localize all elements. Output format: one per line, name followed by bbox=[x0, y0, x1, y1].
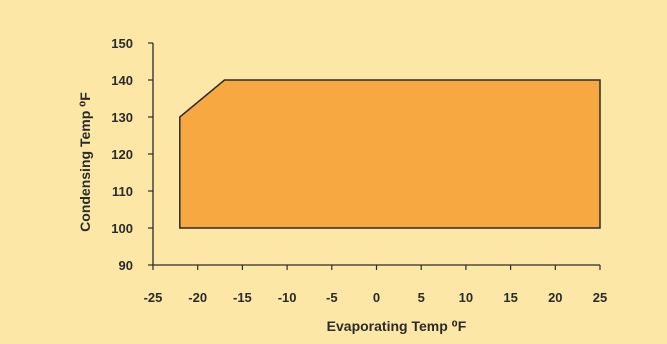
envelope-layer bbox=[179, 79, 601, 229]
y-tick-label: 150 bbox=[111, 36, 133, 51]
envelope-area-0 bbox=[179, 79, 601, 229]
x-tick-label: 10 bbox=[459, 290, 473, 305]
x-tick-label: -20 bbox=[188, 290, 207, 305]
y-tick-label: 90 bbox=[119, 258, 133, 273]
x-tick-label: 20 bbox=[548, 290, 562, 305]
x-tick-label: -15 bbox=[233, 290, 252, 305]
ticks-layer: -25 -20 -15 -10 -5 0 5 10 15 20 25 90 100 110 120 130 14… bbox=[111, 36, 607, 305]
x-tick-label: 15 bbox=[503, 290, 517, 305]
x-tick-label: -10 bbox=[278, 290, 297, 305]
x-tick-label: 25 bbox=[593, 290, 607, 305]
x-tick-label: 5 bbox=[418, 290, 425, 305]
y-tick-label: 100 bbox=[111, 221, 133, 236]
y-axis-title: Condensing Temp ⁰F bbox=[77, 92, 93, 232]
x-tick-label: 0 bbox=[373, 290, 380, 305]
y-tick-label: 140 bbox=[111, 73, 133, 88]
x-tick-label: -5 bbox=[326, 290, 338, 305]
x-axis-title: Evaporating Temp ⁰F bbox=[327, 318, 467, 334]
x-tick-label: -25 bbox=[144, 290, 163, 305]
y-tick-label: 110 bbox=[112, 184, 133, 199]
y-tick-label: 130 bbox=[111, 110, 133, 125]
y-tick-label: 120 bbox=[111, 147, 133, 162]
